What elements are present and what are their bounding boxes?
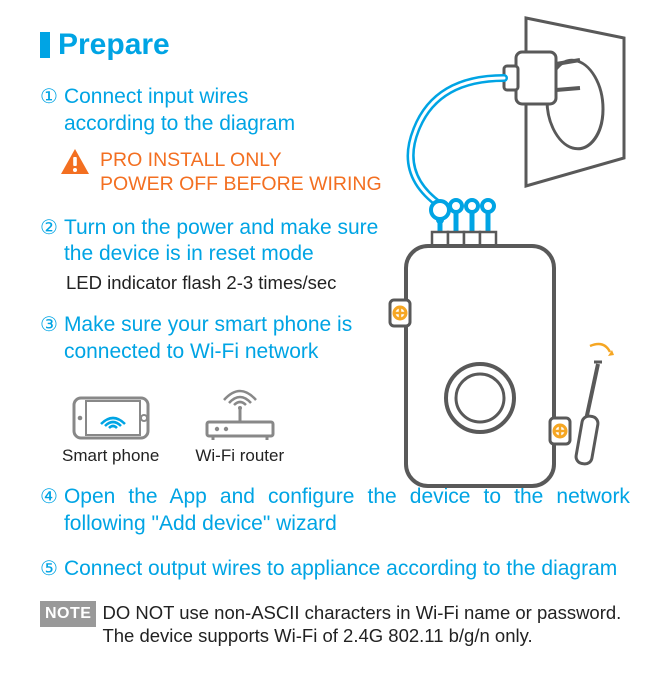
- warning-block: PRO INSTALL ONLY POWER OFF BEFORE WIRING: [60, 148, 400, 197]
- router-icon: [199, 378, 281, 442]
- smartphone-label: Smart phone: [62, 446, 159, 466]
- smartphone-icon: [72, 392, 150, 442]
- step-4-number: ④: [40, 484, 58, 511]
- header-title: Prepare: [58, 28, 170, 62]
- mount-screw-right: [550, 418, 570, 444]
- screwdriver-icon: [575, 344, 614, 465]
- warning-icon: [60, 148, 90, 176]
- router-block: Wi-Fi router: [195, 378, 284, 466]
- warning-line2: POWER OFF BEFORE WIRING: [100, 173, 382, 195]
- step-2-text: Turn on the power and make sure the devi…: [64, 215, 384, 269]
- step-2-subtext: LED indicator flash 2-3 times/sec: [66, 272, 400, 294]
- step-5: ⑤ Connect output wires to appliance acco…: [40, 556, 632, 583]
- mount-screw-left: [390, 300, 410, 326]
- warning-line1: PRO INSTALL ONLY: [100, 149, 282, 171]
- step-3-number: ③: [40, 312, 58, 339]
- smartphone-block: Smart phone: [62, 392, 159, 466]
- step-5-number: ⑤: [40, 556, 58, 583]
- step-1-text: Connect input wires according to the dia…: [64, 84, 324, 138]
- note-badge: NOTE: [40, 601, 96, 627]
- warning-text: PRO INSTALL ONLY POWER OFF BEFORE WIRING: [100, 148, 382, 197]
- note-text: DO NOT use non-ASCII characters in Wi-Fi…: [102, 601, 632, 647]
- step-1-number: ①: [40, 84, 58, 111]
- wiring-diagram: [376, 10, 636, 500]
- header-accent-bar: [40, 32, 50, 58]
- devices-row: Smart phone Wi-Fi ro: [62, 378, 400, 466]
- step-1: ① Connect input wires according to the d…: [40, 84, 400, 197]
- terminal-block: [432, 232, 496, 246]
- step-2-number: ②: [40, 215, 58, 242]
- step-2: ② Turn on the power and make sure the de…: [40, 215, 400, 295]
- step-3-text: Make sure your smart phone is connected …: [64, 312, 384, 366]
- note-row: NOTE DO NOT use non-ASCII characters in …: [40, 601, 632, 647]
- step-5-text: Connect output wires to appliance accord…: [64, 556, 630, 583]
- terminal-wires: [431, 200, 494, 234]
- step-3: ③ Make sure your smart phone is connecte…: [40, 312, 400, 466]
- router-label: Wi-Fi router: [195, 446, 284, 466]
- device-push-button: [446, 364, 514, 432]
